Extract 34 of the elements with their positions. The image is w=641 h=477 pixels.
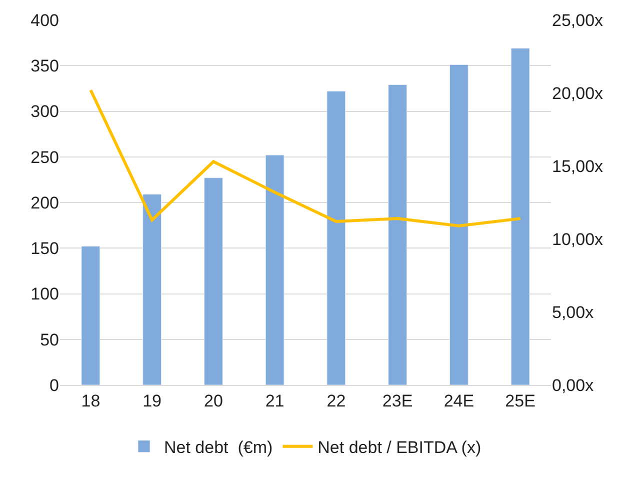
- x-tick-label: 25E: [505, 391, 536, 410]
- y-tick-label: 400: [30, 10, 59, 30]
- y-tick-label: 300: [30, 102, 59, 122]
- y2-tick-label: 20,00x: [552, 84, 604, 103]
- y-tick-label: 250: [30, 148, 59, 167]
- y-tick-label: 350: [30, 56, 59, 76]
- y2-tick-label: 0,00x: [552, 376, 594, 395]
- y2-tick-label: 15,00x: [552, 156, 604, 176]
- y-tick-label: 100: [30, 284, 59, 304]
- x-tick-label: 18: [81, 391, 100, 410]
- y-tick-label: 50: [40, 330, 59, 350]
- x-tick-label: 23E: [382, 391, 413, 410]
- legend-label: Net debt (€m): [164, 438, 273, 457]
- y-tick-label: 0: [50, 376, 59, 395]
- y-tick-label: 200: [30, 193, 59, 212]
- x-tick-label: 19: [142, 391, 162, 410]
- legend-label: Net debt / EBITDA (x): [318, 438, 482, 457]
- x-tick-label: 20: [204, 391, 223, 410]
- line-series: [89, 88, 522, 228]
- bar: [204, 178, 223, 385]
- y2-tick-label: 10,00x: [552, 230, 604, 249]
- bar: [449, 64, 468, 385]
- bar: [142, 194, 162, 385]
- bar: [510, 48, 530, 385]
- bar: [326, 90, 346, 385]
- y2-tick-label: 25,00x: [552, 10, 604, 30]
- bar: [388, 84, 408, 385]
- y2-tick-label: 5,00x: [552, 302, 594, 322]
- x-tick-label: 22: [326, 391, 346, 410]
- x-tick-label: 24E: [444, 391, 474, 410]
- y-tick-label: 150: [30, 239, 59, 258]
- x-tick-label: 21: [265, 391, 284, 410]
- bar: [81, 246, 100, 385]
- bar: [265, 154, 284, 385]
